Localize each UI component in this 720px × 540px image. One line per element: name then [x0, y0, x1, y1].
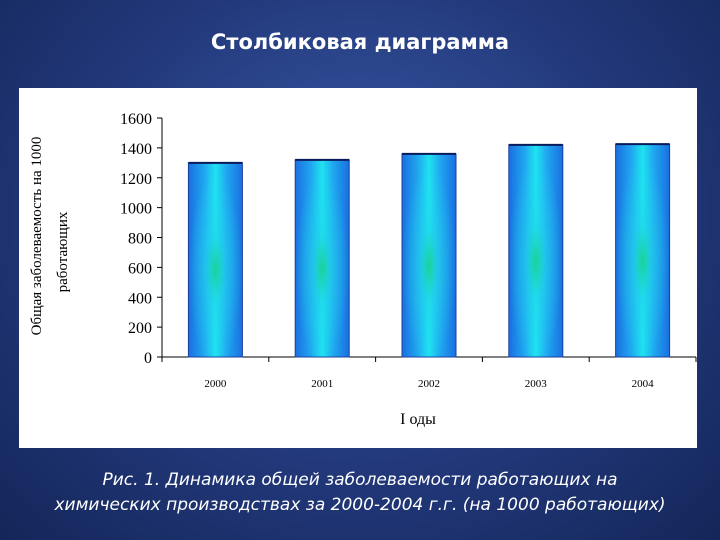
y-tick-label: 400 — [128, 290, 152, 307]
y-tick-label: 1400 — [120, 141, 152, 158]
y-tick-label: 1600 — [120, 111, 152, 128]
x-tick-label: 2000 — [204, 378, 227, 390]
y-tick-label: 200 — [128, 320, 152, 337]
caption-line-1: Рис. 1. Динамика общей заболеваемости ра… — [102, 470, 618, 490]
figure-caption: Рис. 1. Динамика общей заболеваемости ра… — [0, 468, 720, 518]
y-tick-label: 0 — [144, 350, 152, 367]
x-tick-label: 2003 — [525, 378, 548, 390]
y-tick-label: 600 — [128, 260, 152, 277]
slide-title: Столбиковая диаграмма — [210, 30, 510, 54]
bar-glow — [615, 144, 670, 357]
x-tick-label: 2001 — [311, 378, 333, 390]
y-tick-label: 1000 — [120, 201, 152, 218]
bar-glow — [508, 144, 563, 357]
bar-glow — [402, 153, 456, 357]
y-axis-title: Общая заболеваемость на 1000 работающих — [29, 137, 71, 336]
y-axis-label-line2: работающих — [55, 211, 71, 292]
caption-line-2: химических производствах за 2000-2004 г.… — [54, 495, 666, 515]
bars — [187, 143, 671, 358]
x-axis-label: I оды — [400, 411, 436, 428]
y-tick-labels: 0 200 400 600 800 1000 1200 1400 1600 — [120, 111, 152, 367]
bar-glow — [188, 162, 243, 357]
x-tick-label: 2002 — [418, 378, 440, 390]
chart-panel — [19, 88, 697, 448]
y-tick-label: 800 — [128, 231, 152, 248]
bar-glow — [295, 159, 350, 357]
y-tick-label: 1200 — [120, 171, 152, 188]
x-tick-labels: 2000 2001 2002 2003 2004 — [204, 378, 654, 390]
y-axis-label-line1: Общая заболеваемость на 1000 — [29, 137, 45, 336]
x-tick-label: 2004 — [632, 378, 655, 390]
